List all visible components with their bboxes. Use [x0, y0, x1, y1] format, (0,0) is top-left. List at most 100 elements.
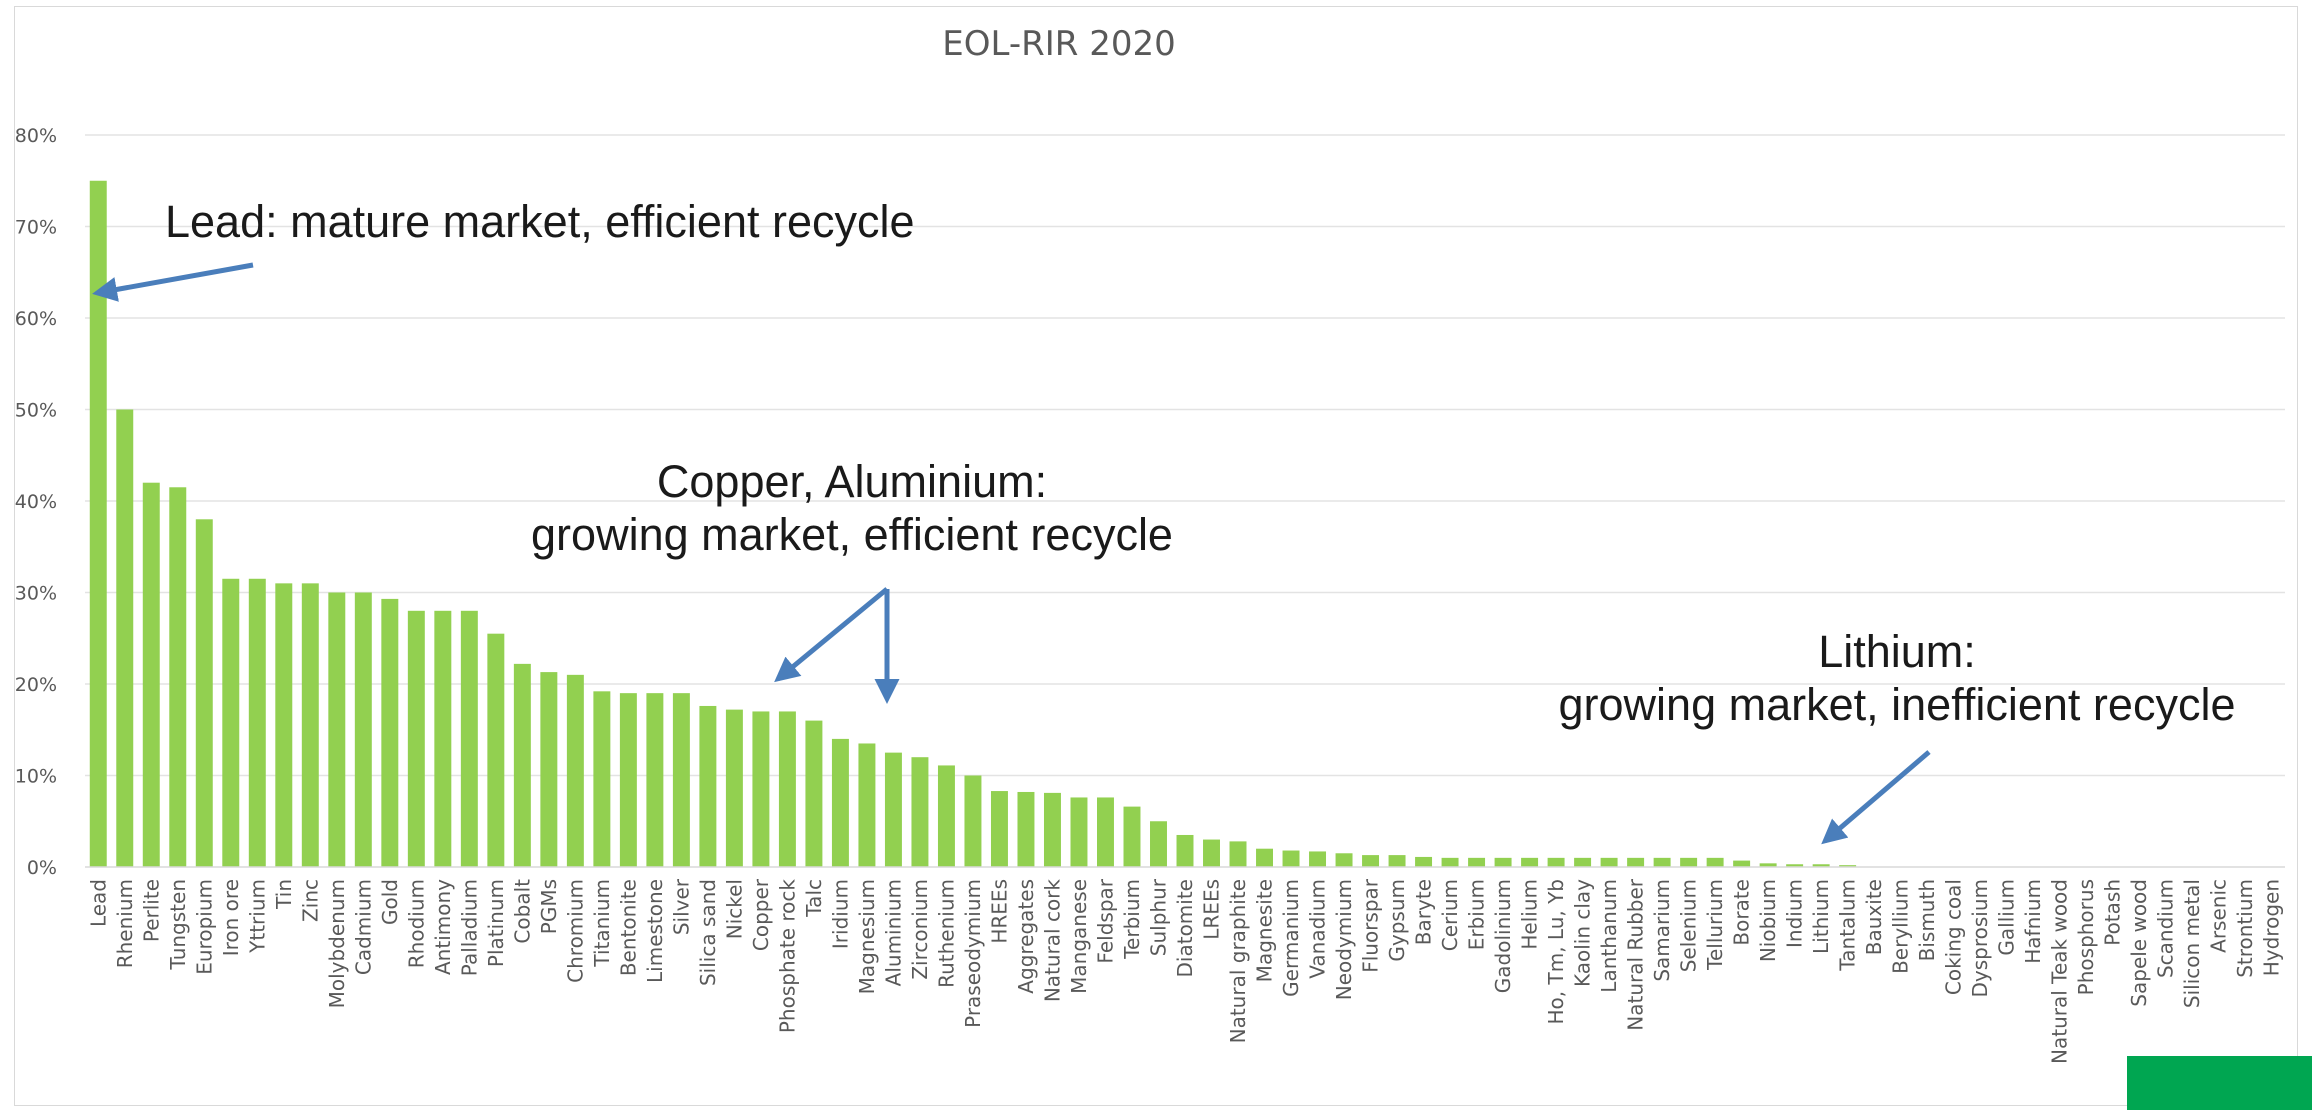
x-category-label: Samarium	[1650, 879, 1674, 982]
annotation-copper-aluminium-line1: Copper, Aluminium:	[657, 456, 1047, 507]
x-category-label: Ruthenium	[934, 879, 958, 988]
chart: EOL-RIR 2020 0%10%20%30%40%50%60%70%80% …	[15, 24, 2285, 1064]
x-category-label: Baryte	[1412, 879, 1436, 945]
chart-title: EOL-RIR 2020	[942, 24, 1175, 64]
y-tick-label: 40%	[15, 491, 57, 513]
bar	[646, 693, 664, 867]
bar	[1574, 857, 1592, 867]
x-category-label: Helium	[1518, 879, 1542, 950]
x-category-label: Tin	[272, 879, 296, 910]
bar	[725, 709, 743, 867]
bar	[1494, 857, 1512, 867]
gridlines	[85, 134, 2285, 777]
bar	[752, 711, 770, 867]
bar	[1627, 857, 1645, 867]
bar	[381, 598, 399, 867]
bar	[460, 610, 478, 867]
bar	[566, 674, 584, 867]
bar	[1362, 855, 1380, 867]
x-category-label: Bauxite	[1862, 879, 1886, 955]
x-category-label: Aggregates	[1014, 879, 1038, 994]
bar	[1680, 857, 1698, 867]
bar	[1282, 850, 1300, 867]
bar	[1335, 853, 1353, 867]
bar	[619, 693, 637, 867]
x-category-label: Sapele wood	[2127, 879, 2151, 1007]
x-category-label: Gallium	[1995, 879, 2019, 956]
x-category-label: Hafnium	[2021, 879, 2045, 964]
x-category-label: Magnesium	[855, 879, 879, 994]
x-category-label: PGMs	[537, 879, 561, 934]
bar	[1441, 857, 1459, 867]
x-category-label: Zirconium	[908, 879, 932, 980]
x-category-label: Natural graphite	[1226, 879, 1250, 1043]
y-tick-label: 60%	[15, 308, 57, 330]
bar	[1706, 857, 1724, 867]
bar	[1309, 851, 1327, 867]
bar	[116, 409, 134, 867]
x-category-label: Bismuth	[1915, 879, 1939, 961]
y-tick-label: 70%	[15, 217, 57, 239]
bar	[990, 791, 1008, 867]
x-category-label: Tantalum	[1836, 879, 1860, 972]
x-category-label: Selenium	[1677, 879, 1701, 972]
bar	[301, 583, 319, 867]
x-category-label: Niobium	[1756, 879, 1780, 962]
x-category-label: Tungsten	[166, 879, 190, 970]
y-tick-label: 10%	[15, 766, 57, 788]
x-category-label: HREEs	[987, 879, 1011, 944]
x-category-label: Potash	[2101, 879, 2125, 946]
x-category-label: Talc	[802, 879, 826, 918]
bar	[1123, 806, 1141, 867]
x-category-label: Scandium	[2154, 879, 2178, 978]
annotation-lithium-line2: growing market, inefficient recycle	[1559, 679, 2236, 730]
annotation-copper-arrow	[774, 587, 889, 683]
x-category-label: Nickel	[722, 879, 746, 939]
x-category-label: Hydrogen	[2260, 879, 2284, 976]
x-category-label: Feldspar	[1093, 878, 1117, 963]
bar	[964, 775, 982, 867]
x-category-label: Gadolinium	[1491, 879, 1515, 993]
x-category-label: Platinum	[484, 879, 508, 967]
bar	[407, 610, 425, 867]
x-category-label: Germanium	[1279, 879, 1303, 997]
y-tick-label: 50%	[15, 400, 57, 422]
bar	[1097, 797, 1114, 867]
x-category-label: Iron ore	[219, 879, 243, 956]
x-category-label: Perlite	[139, 879, 163, 942]
x-category-label: Aluminium	[881, 879, 905, 986]
annotation-lead-text: Lead: mature market, efficient recycle	[165, 196, 915, 247]
bar	[354, 592, 372, 867]
x-category-label: Phosphate rock	[775, 879, 799, 1034]
x-category-label: Sulphur	[1146, 878, 1170, 956]
bar	[1150, 821, 1167, 867]
bar	[328, 592, 346, 867]
x-category-label: Zinc	[298, 879, 322, 922]
bar	[593, 691, 611, 867]
x-category-label: Indium	[1783, 879, 1807, 948]
bar	[1256, 848, 1273, 867]
x-category-label: Rhodium	[404, 879, 428, 968]
bar	[195, 519, 213, 867]
bar	[1839, 865, 1857, 867]
annotation-lead-arrow	[92, 262, 254, 302]
x-category-label: Kaolin clay	[1571, 879, 1595, 987]
x-category-label: Lanthanum	[1597, 879, 1621, 993]
x-category-label: Arsenic	[2207, 879, 2231, 953]
x-category-label: Erbium	[1465, 879, 1489, 950]
bar	[540, 672, 558, 867]
x-category-label: Terbium	[1120, 879, 1144, 960]
x-category-label: Magnesite	[1253, 879, 1277, 982]
y-tick-label: 20%	[15, 674, 57, 696]
x-category-label: Gypsum	[1385, 879, 1409, 962]
bar	[1017, 791, 1035, 867]
bar	[1600, 857, 1618, 867]
bar	[1415, 856, 1433, 867]
bar	[222, 578, 240, 867]
x-category-label: Titanium	[590, 879, 614, 968]
annotation-lead: Lead: mature market, efficient recycle	[92, 196, 915, 302]
bar	[1070, 797, 1088, 867]
x-category-label: Ho, Tm, Lu, Yb	[1544, 879, 1568, 1025]
annotation-lithium-line1: Lithium:	[1818, 626, 1976, 677]
bar	[831, 738, 849, 867]
